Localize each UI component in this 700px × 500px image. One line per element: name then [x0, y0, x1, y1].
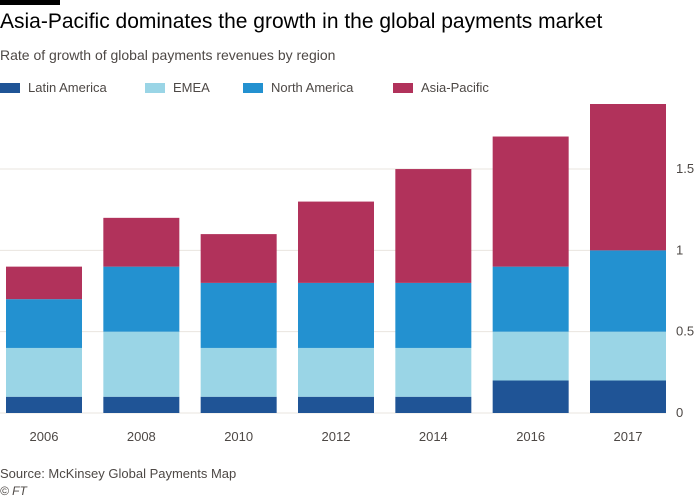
bar-latin-america-2016	[492, 380, 569, 413]
bar-emea-2012	[298, 347, 374, 397]
bar-latin-america-2014	[395, 396, 472, 413]
x-tick-label: 2017	[614, 429, 643, 444]
legend-label-latin-america: Latin America	[28, 80, 107, 95]
y-tick-label: 0.5	[676, 324, 694, 339]
x-tick-label: 2006	[30, 429, 59, 444]
bar-asia-pacific-2006	[6, 266, 82, 300]
bar-latin-america-2017	[590, 380, 666, 413]
y-tick-label: 0	[676, 405, 683, 420]
bar-latin-america-2008	[103, 396, 180, 413]
bar-asia-pacific-2016	[492, 136, 569, 267]
bar-north-america-2006	[6, 299, 82, 348]
bar-emea-2008	[103, 331, 180, 397]
legend-label-emea: EMEA	[173, 80, 210, 95]
legend: Latin America EMEA North America Asia-Pa…	[0, 80, 700, 98]
bar-asia-pacific-2008	[103, 217, 180, 267]
y-tick-label: 1	[676, 242, 683, 257]
legend-label-north-america: North America	[271, 80, 354, 95]
bar-north-america-2012	[298, 282, 374, 348]
legend-item-emea: EMEA	[145, 80, 210, 95]
bar-asia-pacific-2012	[298, 201, 374, 283]
legend-item-north-america: North America	[243, 80, 353, 95]
bar-north-america-2017	[590, 250, 666, 332]
x-tick-label: 2008	[127, 429, 156, 444]
legend-label-asia-pacific: Asia-Pacific	[421, 80, 489, 95]
x-tick-label: 2012	[322, 429, 351, 444]
bar-asia-pacific-2014	[395, 169, 472, 283]
bar-latin-america-2006	[6, 396, 82, 413]
bar-emea-2010	[200, 347, 277, 397]
bar-north-america-2010	[200, 282, 277, 348]
bar-north-america-2008	[103, 266, 180, 332]
bar-emea-2016	[492, 331, 569, 381]
y-tick-label: 1.5	[676, 161, 694, 176]
bar-emea-2006	[6, 347, 82, 397]
bar-emea-2014	[395, 347, 472, 397]
legend-swatch-asia-pacific	[393, 82, 413, 93]
bar-north-america-2016	[492, 266, 569, 332]
x-tick-label: 2016	[516, 429, 545, 444]
legend-item-asia-pacific: Asia-Pacific	[393, 80, 489, 95]
bar-asia-pacific-2017	[590, 104, 666, 251]
x-tick-label: 2010	[224, 429, 253, 444]
top-rule	[0, 0, 60, 5]
legend-item-latin-america: Latin America	[0, 80, 107, 95]
bar-emea-2017	[590, 331, 666, 381]
legend-swatch-north-america	[243, 82, 263, 93]
credit-note: © FT	[0, 484, 27, 498]
x-tick-label: 2014	[419, 429, 448, 444]
chart-title: Asia-Pacific dominates the growth in the…	[0, 10, 603, 33]
legend-swatch-latin-america	[0, 82, 20, 93]
bar-latin-america-2010	[200, 396, 277, 413]
source-note: Source: McKinsey Global Payments Map	[0, 466, 237, 481]
legend-swatch-emea	[145, 82, 165, 93]
bar-latin-america-2012	[298, 396, 374, 413]
bar-north-america-2014	[395, 282, 472, 348]
bar-asia-pacific-2010	[200, 234, 277, 283]
chart-subtitle: Rate of growth of global payments revenu…	[0, 47, 336, 63]
